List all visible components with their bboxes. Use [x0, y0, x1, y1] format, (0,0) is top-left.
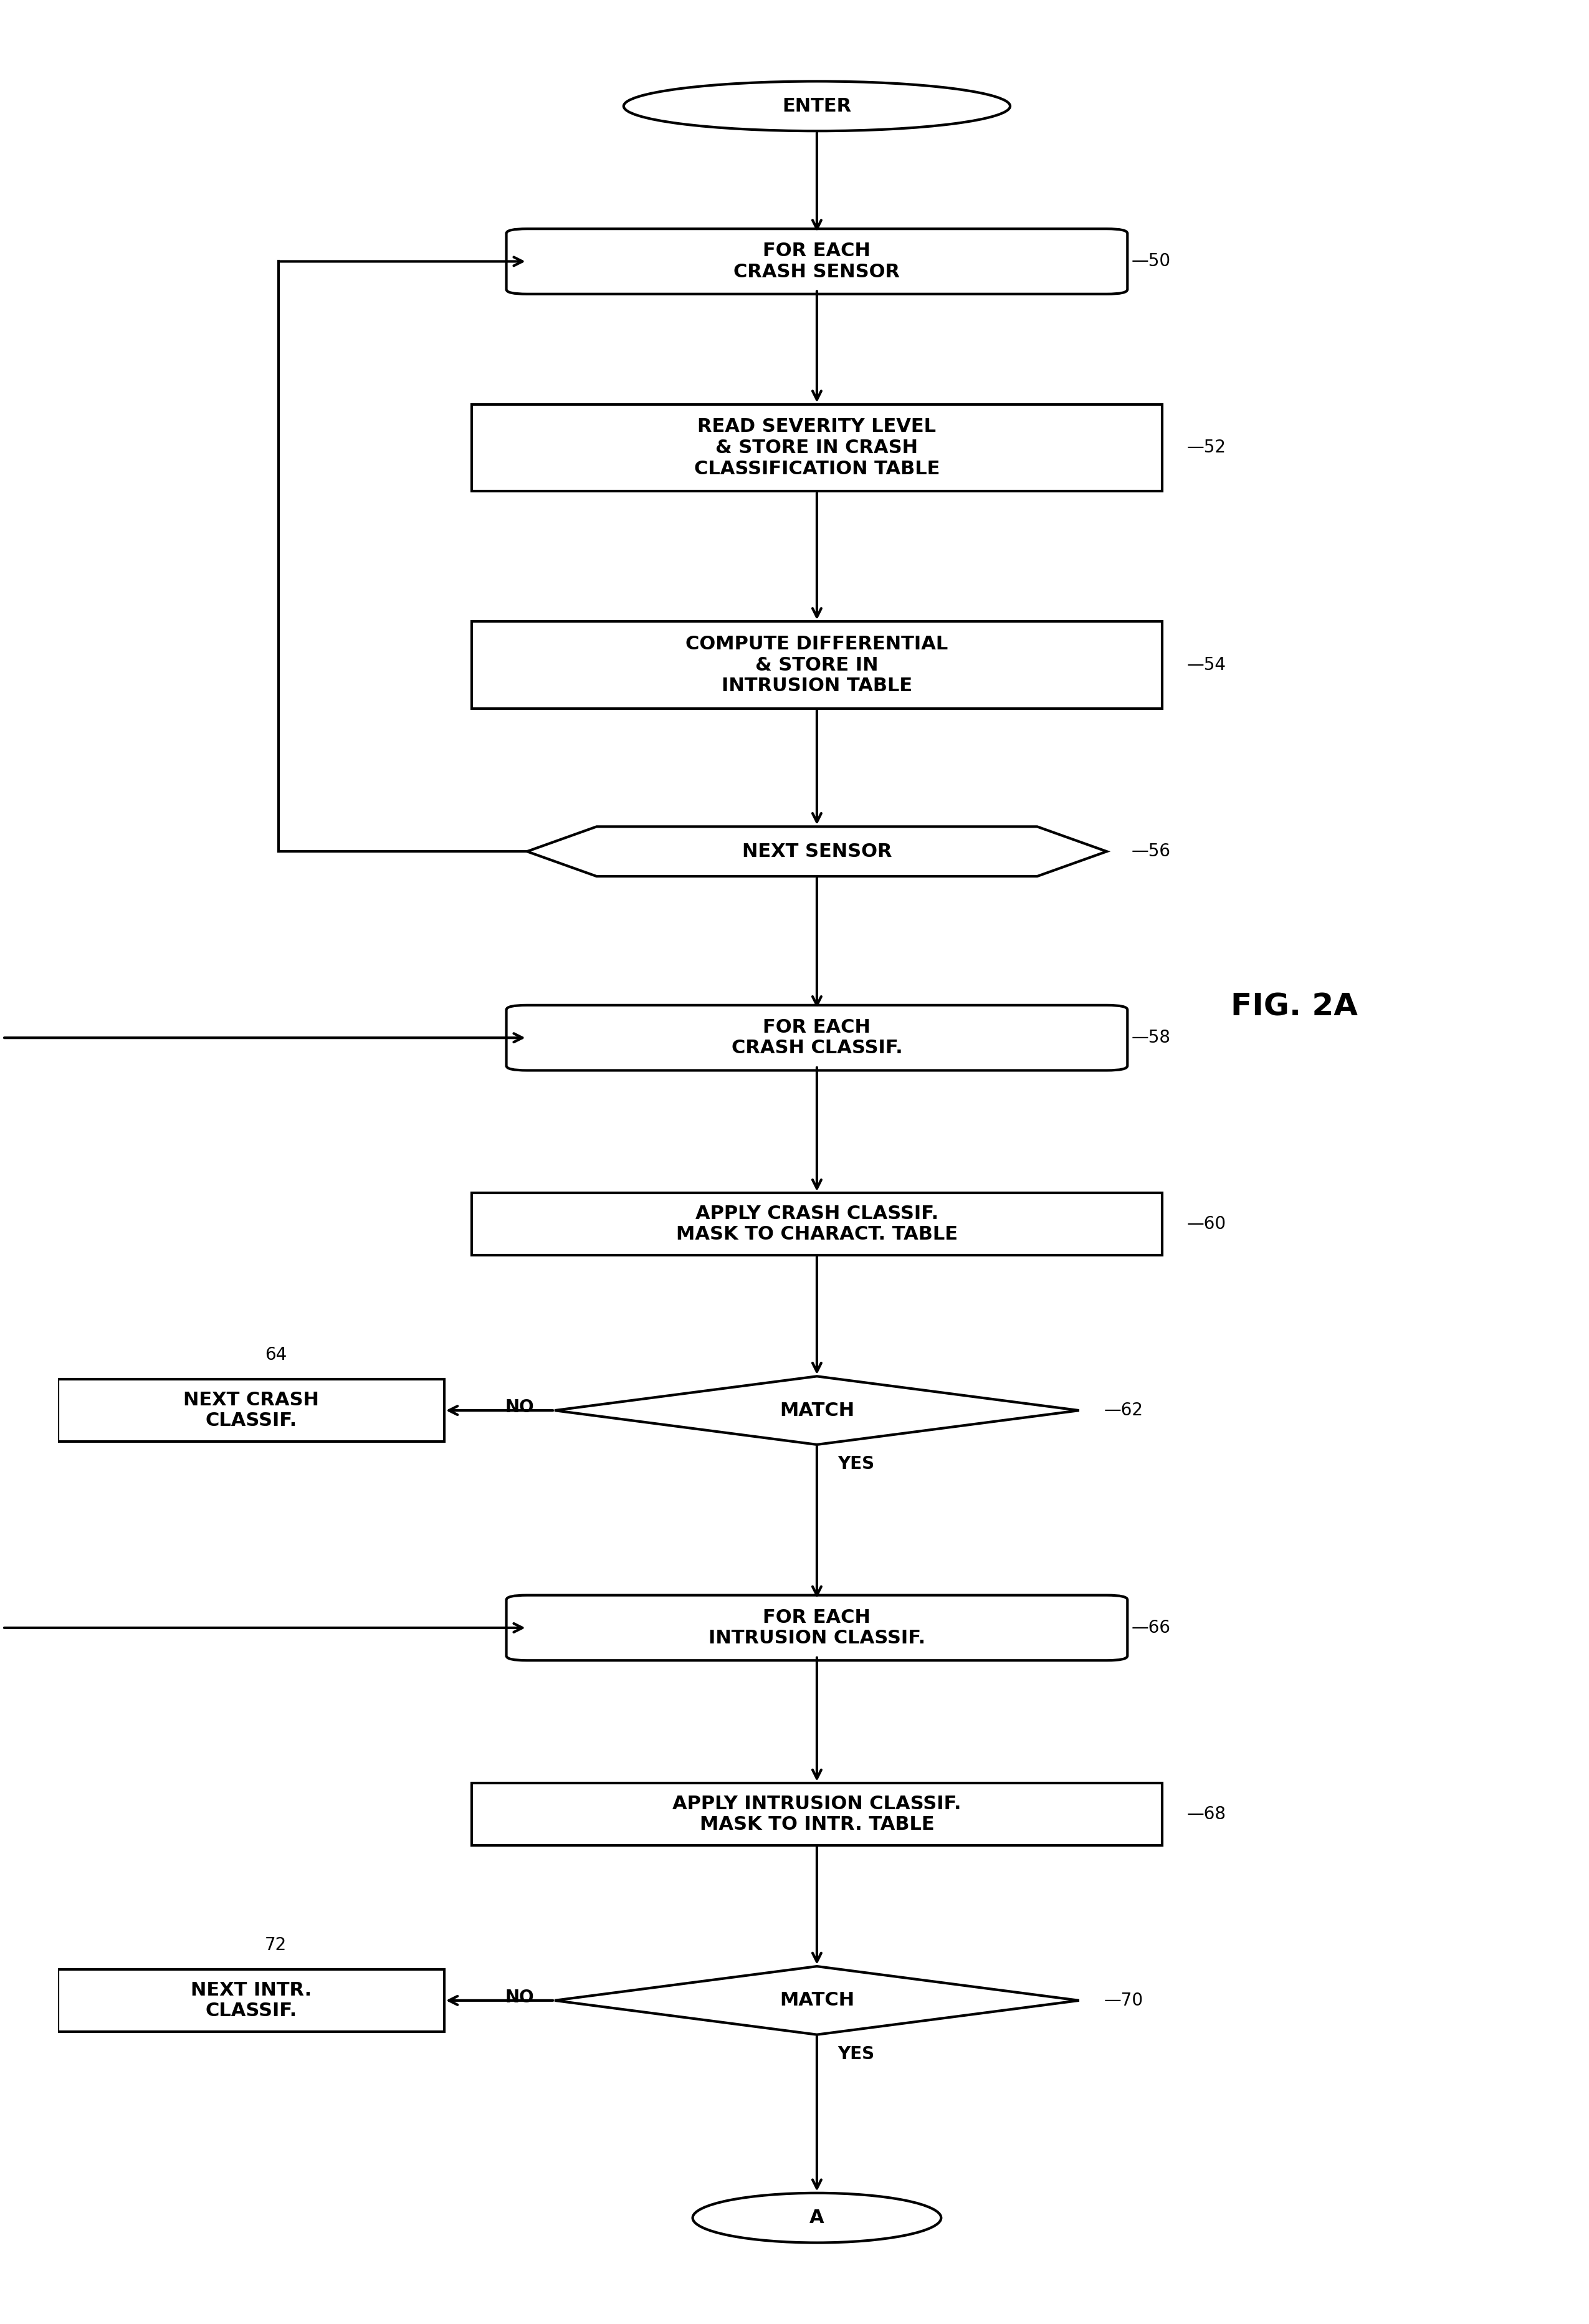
FancyBboxPatch shape — [507, 228, 1128, 295]
FancyBboxPatch shape — [57, 1968, 445, 2031]
Polygon shape — [555, 1376, 1079, 1446]
FancyBboxPatch shape — [57, 1380, 445, 1441]
Text: —70: —70 — [1104, 1992, 1144, 2010]
Text: ENTER: ENTER — [782, 98, 852, 116]
FancyBboxPatch shape — [472, 621, 1162, 709]
Text: NO: NO — [505, 1989, 534, 2006]
Text: —60: —60 — [1187, 1215, 1227, 1232]
Text: A: A — [809, 2208, 825, 2226]
Text: FIG. 2A: FIG. 2A — [1231, 992, 1359, 1023]
FancyBboxPatch shape — [472, 404, 1162, 490]
Text: APPLY CRASH CLASSIF.
MASK TO CHARACT. TABLE: APPLY CRASH CLASSIF. MASK TO CHARACT. TA… — [675, 1204, 958, 1243]
Text: —50: —50 — [1131, 253, 1171, 270]
Text: READ SEVERITY LEVEL
& STORE IN CRASH
CLASSIFICATION TABLE: READ SEVERITY LEVEL & STORE IN CRASH CLA… — [694, 418, 939, 479]
FancyBboxPatch shape — [507, 1006, 1128, 1071]
Text: YES: YES — [837, 2045, 874, 2064]
Text: FOR EACH
CRASH CLASSIF.: FOR EACH CRASH CLASSIF. — [731, 1018, 903, 1057]
Polygon shape — [555, 1966, 1079, 2034]
Text: FOR EACH
INTRUSION CLASSIF.: FOR EACH INTRUSION CLASSIF. — [709, 1608, 925, 1648]
FancyBboxPatch shape — [507, 1594, 1128, 1659]
Text: COMPUTE DIFFERENTIAL
& STORE IN
INTRUSION TABLE: COMPUTE DIFFERENTIAL & STORE IN INTRUSIO… — [685, 634, 949, 695]
Text: —68: —68 — [1187, 1806, 1227, 1822]
Text: NEXT CRASH
CLASSIF.: NEXT CRASH CLASSIF. — [183, 1392, 319, 1429]
Ellipse shape — [623, 81, 1011, 130]
Text: —58: —58 — [1131, 1030, 1171, 1046]
Polygon shape — [528, 827, 1108, 876]
Text: YES: YES — [837, 1455, 874, 1473]
Text: NO: NO — [505, 1399, 534, 1415]
FancyBboxPatch shape — [472, 1783, 1162, 1845]
Text: —66: —66 — [1131, 1620, 1171, 1636]
Text: NEXT SENSOR: NEXT SENSOR — [742, 841, 891, 860]
Ellipse shape — [693, 2194, 941, 2243]
Text: APPLY INTRUSION CLASSIF.
MASK TO INTR. TABLE: APPLY INTRUSION CLASSIF. MASK TO INTR. T… — [672, 1794, 961, 1834]
Text: MATCH: MATCH — [780, 1992, 855, 2010]
Text: —52: —52 — [1187, 439, 1227, 456]
Text: MATCH: MATCH — [780, 1401, 855, 1420]
Text: —56: —56 — [1131, 844, 1171, 860]
Text: FOR EACH
CRASH SENSOR: FOR EACH CRASH SENSOR — [734, 242, 899, 281]
Text: NEXT INTR.
CLASSIF.: NEXT INTR. CLASSIF. — [191, 1980, 311, 2020]
FancyBboxPatch shape — [472, 1192, 1162, 1255]
Text: —62: —62 — [1104, 1401, 1142, 1420]
Text: 72: 72 — [265, 1936, 286, 1954]
Text: 64: 64 — [265, 1346, 286, 1364]
Text: —54: —54 — [1187, 655, 1227, 674]
